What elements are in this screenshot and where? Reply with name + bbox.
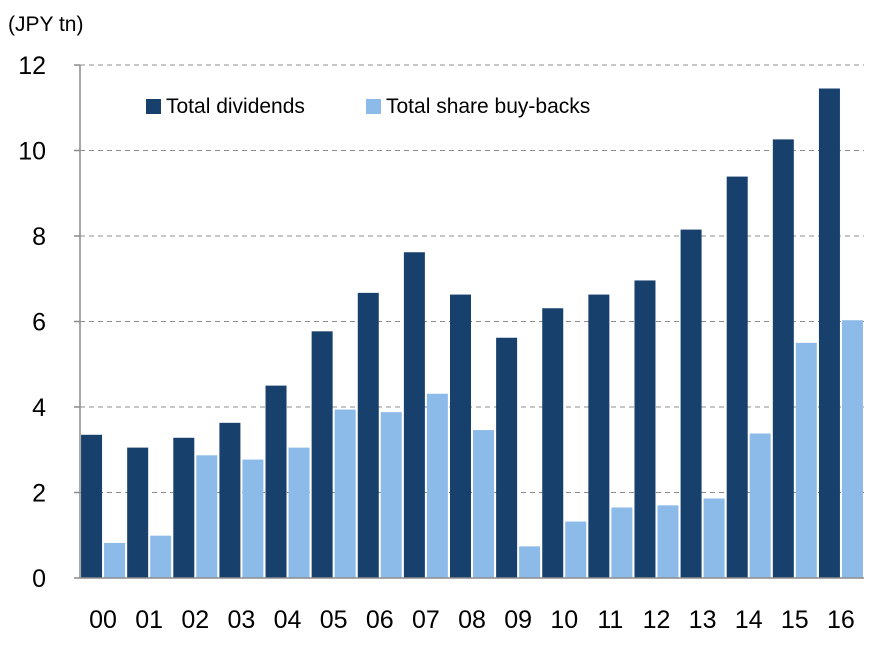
bar-total-dividends-05 xyxy=(311,331,333,578)
bar-total-dividends-03 xyxy=(219,422,241,578)
y-tick-label: 0 xyxy=(32,565,46,593)
gridlines xyxy=(80,64,864,493)
y-tick-label: 2 xyxy=(32,480,46,508)
x-tick-label: 01 xyxy=(135,606,163,634)
x-tick-label: 12 xyxy=(643,606,671,634)
bar-total-dividends-07 xyxy=(403,252,425,578)
bar-total-share-buy-backs-01 xyxy=(150,535,172,578)
legend: Total dividends Total share buy-backs xyxy=(146,95,590,118)
bar-total-share-buy-backs-13 xyxy=(703,498,725,578)
bar-total-share-buy-backs-08 xyxy=(473,430,494,578)
bar-total-dividends-13 xyxy=(680,229,702,578)
y-tick-label: 12 xyxy=(18,52,46,80)
bar-total-share-buy-backs-16 xyxy=(841,320,863,578)
bar-total-dividends-11 xyxy=(588,294,610,578)
bar-total-dividends-08 xyxy=(450,294,471,578)
x-tick-label: 11 xyxy=(597,606,623,634)
unit-label: (JPY tn) xyxy=(8,13,83,36)
y-tick-label: 10 xyxy=(18,138,46,166)
bar-total-share-buy-backs-14 xyxy=(749,433,771,578)
bar-total-share-buy-backs-04 xyxy=(288,447,310,578)
bars xyxy=(81,88,863,578)
x-tick-label: 04 xyxy=(274,606,302,634)
x-tick-label: 09 xyxy=(504,606,532,634)
bar-total-dividends-06 xyxy=(357,292,379,578)
bar-total-share-buy-backs-11 xyxy=(611,507,633,578)
legend-label-total-share-buy-backs: Total share buy-backs xyxy=(386,95,590,118)
x-tick-label: 06 xyxy=(366,606,394,634)
x-tick-label: 10 xyxy=(550,606,578,634)
legend-swatch-total-dividends xyxy=(146,99,161,114)
bar-total-dividends-16 xyxy=(818,88,840,578)
x-tick-label: 07 xyxy=(412,606,440,634)
y-tick-label: 6 xyxy=(32,309,46,337)
x-tick-label: 00 xyxy=(89,606,117,634)
bar-total-dividends-10 xyxy=(542,308,564,578)
x-tick-label: 14 xyxy=(735,606,763,634)
bar-total-dividends-02 xyxy=(173,437,195,578)
bar-total-share-buy-backs-02 xyxy=(196,455,218,578)
y-tick-label: 4 xyxy=(32,394,46,422)
x-tick-label: 08 xyxy=(458,606,486,634)
bar-total-share-buy-backs-03 xyxy=(242,459,264,578)
bar-total-share-buy-backs-06 xyxy=(380,412,402,578)
x-tick-label: 05 xyxy=(320,606,348,634)
x-tick-label: 02 xyxy=(181,606,209,634)
x-tick-label: 15 xyxy=(781,606,809,634)
bar-total-share-buy-backs-12 xyxy=(657,505,679,578)
legend-label-total-dividends: Total dividends xyxy=(166,95,305,118)
bar-total-dividends-01 xyxy=(127,447,149,578)
bar-total-dividends-12 xyxy=(634,280,656,578)
bar-total-share-buy-backs-07 xyxy=(426,393,448,578)
bar-total-dividends-14 xyxy=(726,176,748,578)
bar-total-dividends-15 xyxy=(772,139,794,578)
x-tick-label: 03 xyxy=(228,606,256,634)
bar-total-dividends-04 xyxy=(265,385,287,578)
bar-total-share-buy-backs-09 xyxy=(519,546,541,578)
x-tick-label: 16 xyxy=(827,606,855,634)
y-tick-label: 8 xyxy=(32,223,46,251)
bar-total-share-buy-backs-00 xyxy=(104,542,126,578)
bar-total-dividends-00 xyxy=(81,434,103,578)
bar-total-share-buy-backs-05 xyxy=(334,409,356,578)
legend-swatch-total-share-buy-backs xyxy=(366,99,381,114)
bar-total-share-buy-backs-15 xyxy=(795,342,817,578)
bar-total-dividends-09 xyxy=(496,337,518,578)
x-tick-label: 13 xyxy=(689,606,717,634)
bar-total-share-buy-backs-10 xyxy=(565,521,587,578)
